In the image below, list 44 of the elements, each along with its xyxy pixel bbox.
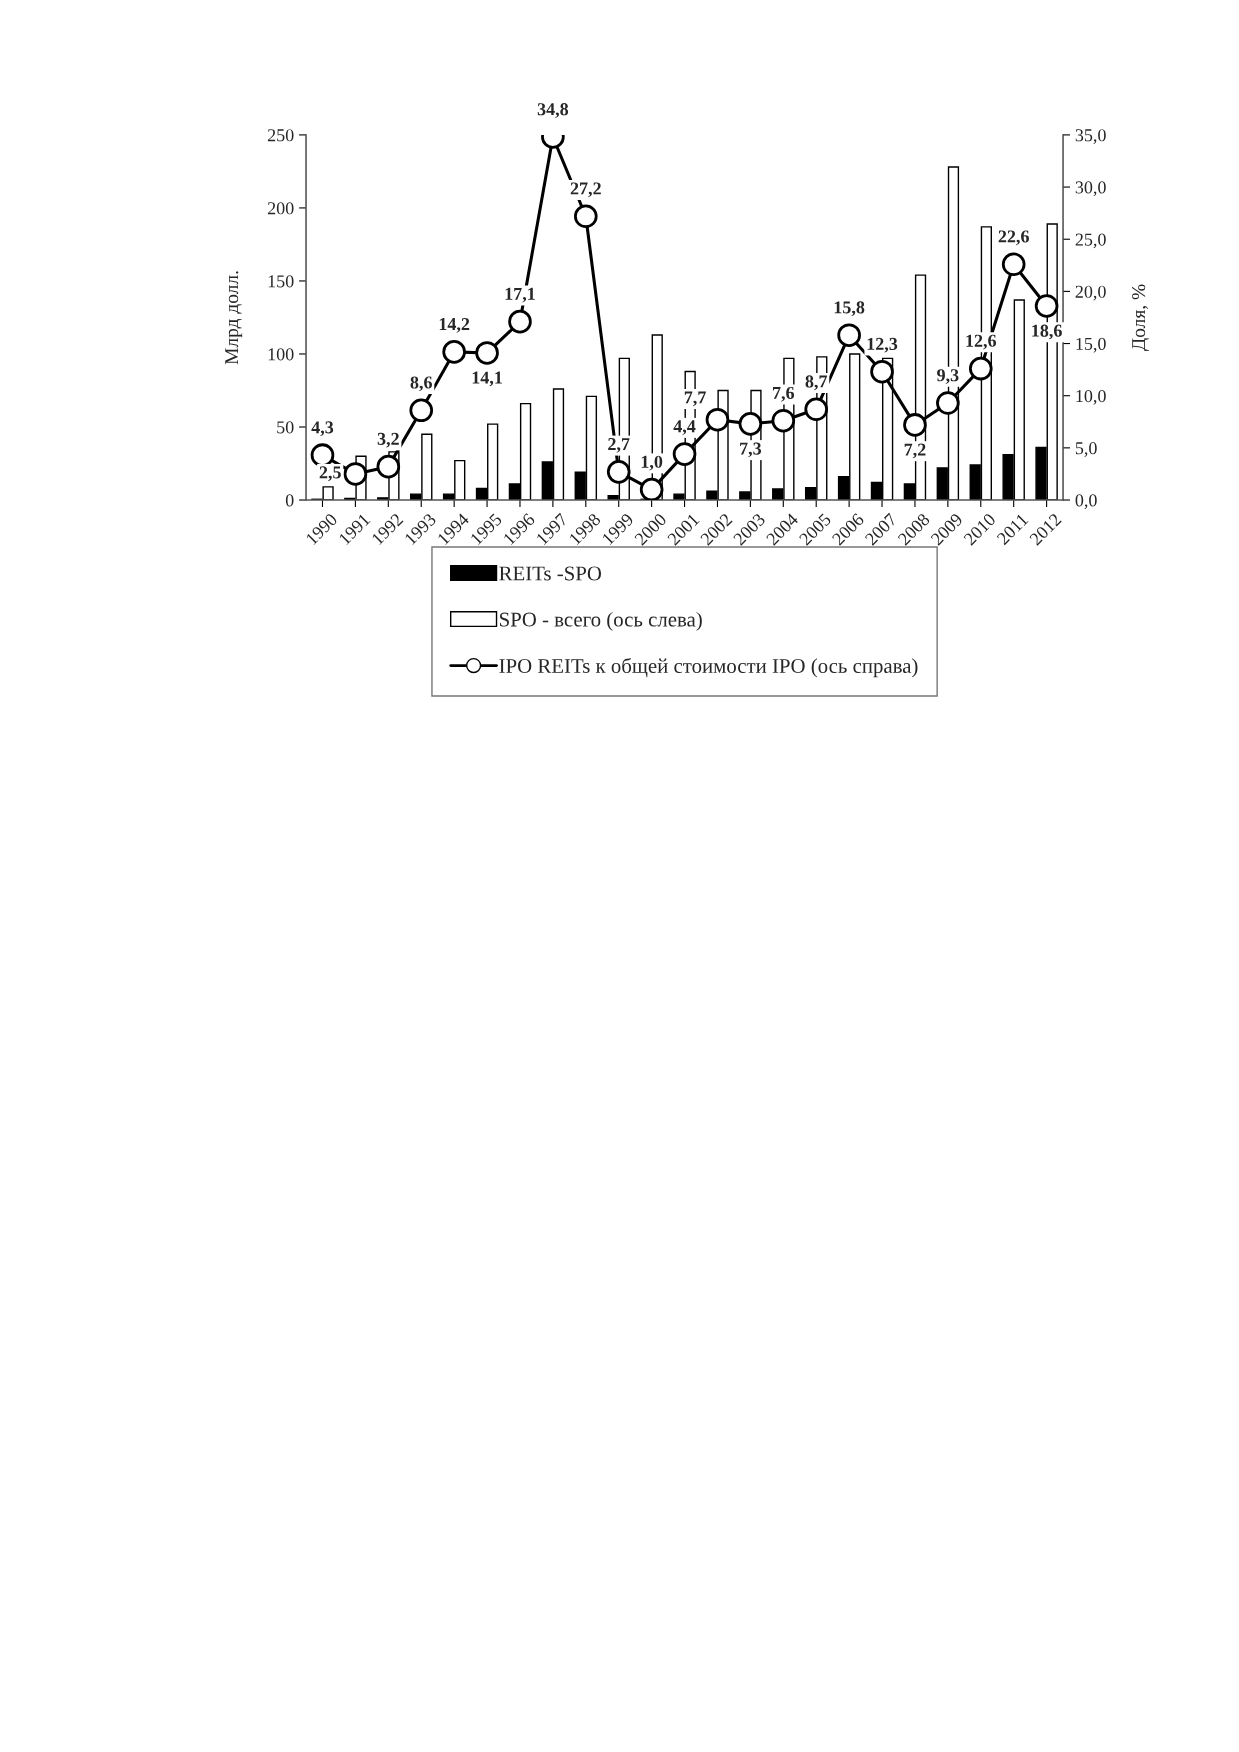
y2-axis-title: Доля, %	[1132, 284, 1150, 351]
legend-label: IPO REITs к общей стоимости IPO (ось справа)	[499, 657, 918, 678]
data-label: 14,2	[439, 318, 470, 333]
legend-label: REITs -SPO	[499, 566, 602, 581]
y-tick-label: 50	[277, 421, 294, 434]
data-label: 4,4	[673, 420, 696, 436]
y2-tick-label: 0,0	[1075, 494, 1097, 510]
y2-tick-label: 5,0	[1075, 442, 1097, 457]
data-label: 4,3	[311, 421, 334, 437]
data-label: 9,3	[937, 369, 959, 384]
data-label: 2,5	[319, 466, 341, 482]
y2-tick-label: 20,0	[1075, 285, 1106, 301]
y-tick-label: 150	[268, 275, 294, 288]
data-label: 1,0	[641, 455, 663, 471]
y2-tick-label: 35,0	[1075, 129, 1106, 144]
data-label: 14,1	[472, 371, 502, 387]
y-tick-label: 0	[285, 494, 294, 507]
y2-tick-label: 10,0	[1076, 389, 1106, 405]
data-label: 7,7	[684, 391, 706, 407]
y-axis-title: Млрд долл.	[225, 271, 243, 365]
data-label: 34,8	[537, 103, 569, 118]
y2-tick-label: 25,0	[1075, 233, 1106, 249]
data-label: 18,6	[1032, 324, 1062, 340]
y-tick-label: 100	[268, 348, 294, 361]
data-label: 27,2	[570, 182, 601, 198]
legend-label: SPO - всего (ось слева)	[500, 611, 702, 631]
y2-tick-label: 15,0	[1076, 337, 1106, 353]
data-label: 17,1	[505, 287, 535, 303]
data-label: 12,6	[966, 334, 997, 350]
data-label: 3,2	[377, 432, 399, 448]
data-label: 8,7	[805, 375, 828, 391]
data-label: 8,6	[410, 376, 432, 392]
data-label: 15,8	[834, 301, 865, 317]
x-tick-label: 2011	[996, 512, 1029, 546]
data-label: 7,3	[740, 442, 762, 458]
y-tick-label: 200	[267, 202, 294, 215]
data-label: 22,6	[998, 230, 1029, 246]
x-tick-label: 1991	[338, 513, 371, 546]
data-label: 2,7	[608, 438, 630, 453]
data-label: 7,2	[904, 443, 926, 459]
y-tick-label: 250	[267, 129, 294, 142]
y2-tick-label: 30,0	[1075, 181, 1106, 197]
data-label: 12,3	[867, 337, 898, 353]
data-label: 7,6	[773, 386, 795, 402]
